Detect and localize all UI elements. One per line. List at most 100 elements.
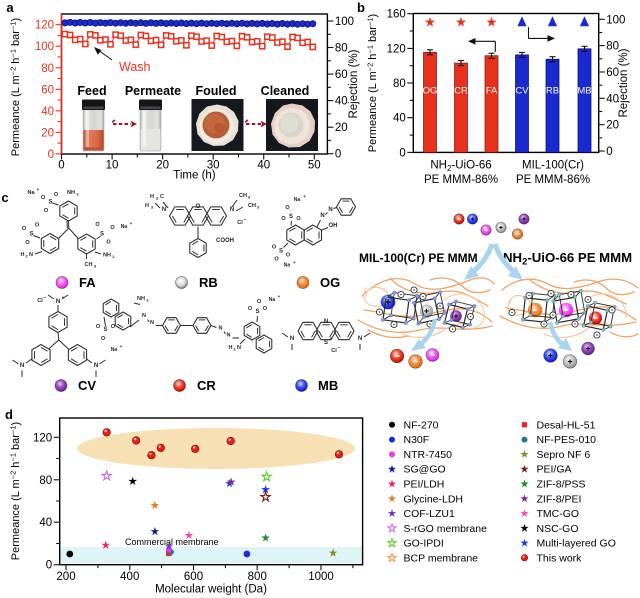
svg-text:80: 80 [606,41,619,53]
svg-text:3: 3 [151,205,154,210]
svg-text:S: S [279,249,283,255]
svg-text:50: 50 [308,160,321,172]
svg-text:200: 200 [56,571,75,583]
svg-text:2: 2 [25,254,28,259]
svg-text:MB: MB [577,86,591,97]
svg-text:Rejection (%): Rejection (%) [618,48,630,117]
svg-text:CV: CV [78,378,96,393]
svg-text:COOH: COOH [216,238,234,244]
svg-text:Sepro NF 6: Sepro NF 6 [537,449,591,461]
svg-text:Cl: Cl [37,298,43,304]
svg-text:40: 40 [335,96,348,108]
svg-text:NTR-7450: NTR-7450 [404,449,453,461]
svg-text:CH: CH [248,203,256,209]
svg-text:+: + [330,336,333,341]
svg-text:20: 20 [156,160,169,172]
svg-text:20: 20 [606,120,619,132]
svg-text:NH2-UiO-66 PE MMM: NH2-UiO-66 PE MMM [503,250,632,268]
svg-text:40: 40 [257,160,270,172]
svg-text:80: 80 [335,43,348,55]
svg-text:0: 0 [46,560,52,572]
svg-text:N: N [320,213,324,219]
svg-text:N: N [162,207,166,213]
svg-text:COF-LZU1: COF-LZU1 [404,508,455,520]
svg-text:400: 400 [120,571,139,583]
svg-text:Glycine-LDH: Glycine-LDH [404,493,464,505]
svg-text:40: 40 [41,106,54,118]
svg-text:N: N [219,326,223,332]
svg-text:N: N [230,207,234,213]
svg-text:OG: OG [423,86,438,97]
svg-text:PEI/LDH: PEI/LDH [404,479,445,491]
svg-text:120: 120 [33,432,52,444]
svg-text:MB: MB [318,378,338,393]
svg-text:Fouled: Fouled [196,84,237,98]
svg-text:80: 80 [393,78,406,90]
svg-text:Wash: Wash [119,60,151,74]
svg-text:800: 800 [248,571,267,583]
svg-text:Na: Na [27,190,35,196]
svg-text:N: N [142,313,146,319]
svg-text:Time (h): Time (h) [173,170,216,182]
svg-text:S: S [255,309,259,315]
svg-text:N: N [358,336,362,342]
svg-text:O: O [285,205,290,211]
svg-text:Na: Na [294,197,301,203]
svg-text:+: + [120,344,123,349]
svg-text:Molecular weight (Da): Molecular weight (Da) [155,584,267,596]
svg-text:N: N [29,252,33,258]
svg-text:3: 3 [156,196,159,201]
svg-text:−: − [338,345,341,351]
svg-text:CH: CH [85,262,93,268]
svg-text:b: b [357,0,365,15]
svg-text:O: O [95,222,100,228]
svg-text:160: 160 [387,9,406,21]
svg-text:Na: Na [121,224,128,230]
svg-text:O: O [41,195,46,201]
svg-text:120: 120 [35,20,54,32]
svg-text:Desal-HL-51: Desal-HL-51 [537,419,596,431]
svg-text:100: 100 [606,14,625,26]
svg-text:Permeance (L m−2 h−1 bar−1): Permeance (L m−2 h−1 bar−1) [9,422,23,560]
svg-text:RB: RB [199,275,218,290]
svg-text:a: a [6,0,14,15]
svg-text:TMC-GO: TMC-GO [537,508,580,520]
svg-text:Cl: Cl [237,220,243,226]
svg-text:30: 30 [207,160,220,172]
svg-text:0: 0 [606,146,612,158]
svg-text:Permeance (L m−2 h−1 bar−1): Permeance (L m−2 h−1 bar−1) [9,18,23,156]
svg-text:O: O [263,306,268,312]
svg-text:N: N [324,319,328,325]
svg-text:3: 3 [248,195,251,200]
svg-text:2: 2 [76,192,79,197]
svg-text:Na: Na [284,263,291,269]
svg-text:PE MMM-86%: PE MMM-86% [424,174,498,186]
svg-text:NH2-UiO-66: NH2-UiO-66 [430,160,491,174]
svg-text:−: − [44,295,47,301]
svg-text:40: 40 [606,93,619,105]
svg-text:O: O [286,253,291,259]
svg-text:NH: NH [67,190,75,196]
svg-text:N: N [290,336,294,342]
svg-text:O: O [281,216,286,222]
svg-text:NF-270: NF-270 [404,419,439,431]
svg-text:O: O [44,208,49,214]
svg-text:PE MMM-86%: PE MMM-86% [516,174,590,186]
svg-text:O: O [257,299,262,305]
svg-text:NSC-GO: NSC-GO [537,523,579,535]
svg-text:O: O [22,226,27,232]
svg-text:MIL-100(Cr) PE MMM: MIL-100(Cr) PE MMM [359,251,478,265]
svg-text:100: 100 [35,41,54,53]
svg-text:OH: OH [329,223,338,229]
svg-text:600: 600 [184,571,203,583]
svg-text:0: 0 [58,160,64,172]
svg-text:Multi-layered GO: Multi-layered GO [537,538,616,550]
svg-text:NH: NH [103,253,111,259]
svg-text:FA: FA [79,275,96,290]
svg-text:BCP membrane: BCP membrane [404,552,479,564]
svg-text:120: 120 [387,43,406,55]
svg-text:+: + [278,294,281,299]
svg-text:PEI/GA: PEI/GA [537,464,572,476]
svg-text:CV: CV [515,86,529,97]
svg-text:ZIF-8/PSS: ZIF-8/PSS [537,479,586,491]
